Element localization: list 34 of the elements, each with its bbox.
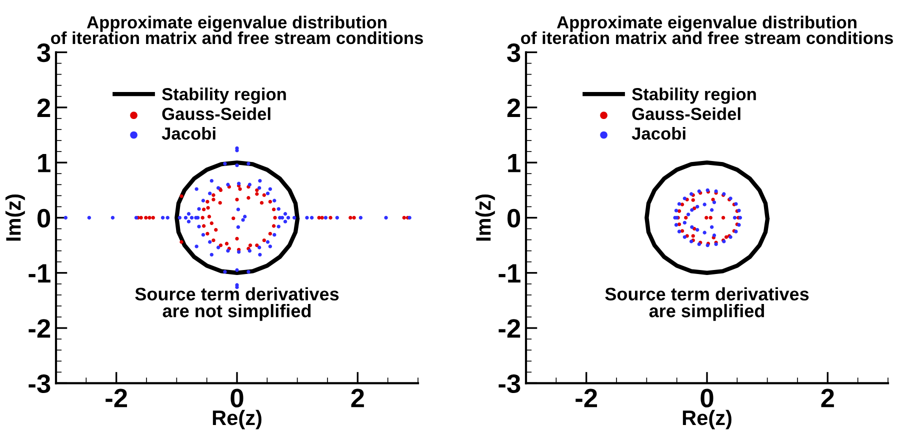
legend-label: Jacobi <box>162 126 216 140</box>
chart-title: Approximate eigenvalue distribution of iteration matrix and free stream conditions <box>521 16 893 44</box>
legend-label: Gauss-Seidel <box>632 107 740 120</box>
y-tick-label: 1 <box>38 154 50 172</box>
y-tick-label: -2 <box>28 319 50 338</box>
legend-label: Gauss-Seidel <box>162 107 270 120</box>
annotation: Source term derivatives are not simplified <box>135 287 339 321</box>
y-tick-label: -1 <box>498 264 520 282</box>
legend-label: Jacobi <box>632 126 686 140</box>
x-tick-label: 2 <box>351 388 364 408</box>
y-tick-label: -1 <box>28 264 50 282</box>
y-axis-title: Im(z) <box>475 194 495 241</box>
y-tick-label: 1 <box>508 154 520 172</box>
y-tick-label: 2 <box>507 98 520 117</box>
y-tick-label: 0 <box>38 208 50 228</box>
legend-label: Stability region <box>162 88 286 104</box>
x-axis-title: Re(z) <box>212 410 262 430</box>
x-axis-title: Re(z) <box>682 410 732 430</box>
annotation: Source term derivatives are simplified <box>605 287 809 321</box>
chart-title: Approximate eigenvalue distribution of iteration matrix and free stream conditions <box>51 16 423 44</box>
x-tick-label: -2 <box>576 388 598 408</box>
x-tick-label: 0 <box>230 388 244 408</box>
y-tick-label: 0 <box>508 208 520 228</box>
x-tick-label: 0 <box>700 388 714 408</box>
y-tick-label: 2 <box>37 98 50 117</box>
legend-label: Stability region <box>632 88 756 104</box>
y-tick-label: 3 <box>507 43 520 62</box>
y-tick-label: 3 <box>37 43 50 62</box>
y-tick-label: -3 <box>28 374 50 394</box>
y-tick-label: -3 <box>498 374 520 394</box>
x-tick-label: -2 <box>106 388 128 408</box>
x-tick-label: 2 <box>821 388 834 408</box>
y-axis-title: Im(z) <box>5 194 25 241</box>
y-tick-label: -2 <box>498 319 520 338</box>
